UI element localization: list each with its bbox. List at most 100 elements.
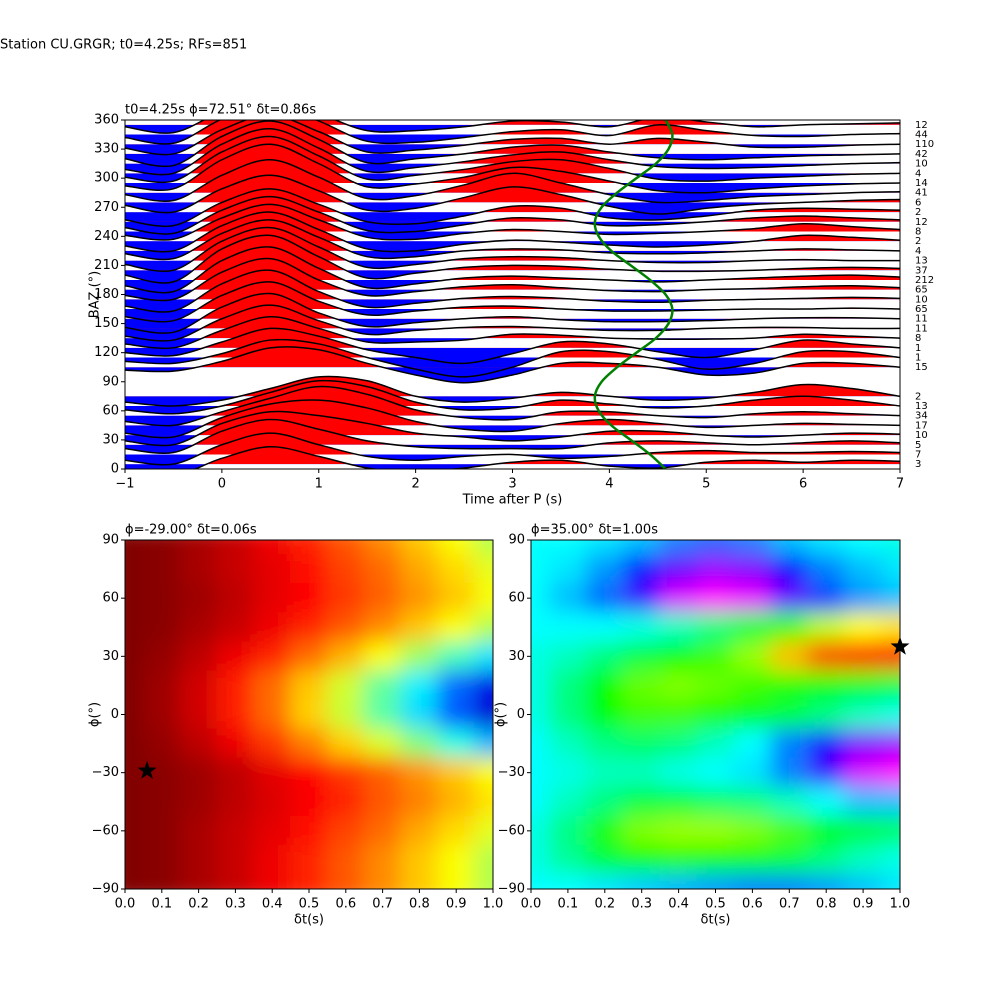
heatmap-cell (179, 873, 218, 889)
heatmap-cell (659, 540, 698, 556)
heatmap-cell (531, 757, 550, 788)
x-tick-label: 0.3 (631, 897, 652, 912)
heatmap-cell (179, 612, 218, 643)
heatmap-cell (216, 757, 255, 788)
heatmap-cell (585, 728, 624, 759)
trace-count: 12 (915, 120, 928, 131)
heatmap-cell (733, 873, 772, 889)
heatmap-cell (474, 540, 493, 556)
heatmap-cell (437, 612, 476, 643)
heatmap-cell (807, 641, 846, 672)
trace-count: 212 (915, 275, 934, 286)
heatmap-cell (881, 612, 900, 643)
heatmap-cell (474, 815, 493, 846)
heatmap-cell (585, 844, 624, 875)
heatmap-cell (881, 670, 900, 701)
heatmap-cell (531, 699, 550, 730)
heatmap-cell (807, 540, 846, 556)
heatmap-cell (142, 728, 181, 759)
trace-line (125, 120, 900, 145)
heatmap-cell (142, 612, 181, 643)
trace-line (125, 418, 900, 454)
heatmap-cell (696, 612, 735, 643)
x-tick-label: 0.4 (262, 897, 283, 912)
trace-line (125, 246, 900, 294)
heatmap-cell (125, 670, 144, 701)
y-tick-label: 360 (94, 113, 119, 128)
heatmap-cell (770, 554, 809, 585)
positive-fill (125, 246, 900, 280)
heatmap-clip (125, 540, 493, 889)
heatmap-cell (585, 583, 624, 614)
heatmap-cell (363, 757, 402, 788)
heatmap-cell (548, 612, 587, 643)
negative-fill (125, 212, 737, 227)
heatmap-cell (659, 641, 698, 672)
x-tick-label: 0.2 (188, 897, 209, 912)
heatmap-cell (548, 786, 587, 817)
suptitle: Station CU.GRGR; t0=4.25s; RFs=851 (0, 38, 247, 53)
heatmap-cell (179, 540, 218, 556)
trace-line (125, 143, 900, 194)
heatmap-cell (733, 641, 772, 672)
trace-count: 13 (915, 401, 928, 412)
heatmap-cell (807, 757, 846, 788)
x-tick-label: 0.9 (446, 897, 467, 912)
heatmap-cell (733, 757, 772, 788)
trace-count: 7 (915, 449, 921, 460)
trace-count: 1 (915, 353, 921, 364)
trace-count: 65 (915, 285, 928, 296)
heatmap-cell (696, 728, 735, 759)
heatmap-cell (622, 844, 661, 875)
heatmap-cell (733, 670, 772, 701)
heatmap-cell (696, 540, 735, 556)
trace-line (125, 316, 900, 350)
heatmap-cell (622, 786, 661, 817)
y-tick-label: 0 (111, 707, 119, 722)
heatmap-cell (400, 728, 439, 759)
positive-fill (125, 316, 900, 339)
trace-count: 17 (915, 420, 928, 431)
heatmap-cell (474, 554, 493, 585)
positive-fill (125, 219, 900, 251)
negative-fill (125, 192, 852, 203)
x-tick-label: 0.3 (225, 897, 246, 912)
heatmap-cell (531, 844, 550, 875)
heatmap-cell (696, 757, 735, 788)
trace-line (125, 432, 900, 466)
heatmap-cell (400, 641, 439, 672)
x-axis-label: Time after P (s) (462, 493, 563, 508)
heatmap-cell (400, 786, 439, 817)
heatmap-cell (253, 612, 292, 643)
heatmap-cell (142, 786, 181, 817)
heatmap-cell (142, 844, 181, 875)
positive-fill (125, 120, 900, 145)
heatmap-cell (216, 554, 255, 585)
heatmap-cell (253, 699, 292, 730)
heatmap-cell (844, 540, 883, 556)
heatmap-cell (437, 554, 476, 585)
trace-count: 13 (915, 256, 928, 267)
x-tick-label: 5 (702, 477, 710, 492)
heatmap-cell (179, 699, 218, 730)
axes-title: t0=4.25s ϕ=72.51° δt=0.86s (125, 103, 316, 118)
y-tick-label: 60 (102, 403, 119, 418)
heatmap-cell (326, 670, 365, 701)
heatmap-cell (326, 583, 365, 614)
heatmap-cell (290, 844, 328, 875)
heatmap-cell (253, 728, 292, 759)
heatmap-cell (531, 641, 550, 672)
heatmap-cell (622, 699, 661, 730)
heatmap-cell (548, 670, 587, 701)
heatmap-cell (125, 728, 144, 759)
heatmap-cell (363, 670, 402, 701)
trace-line (125, 234, 900, 284)
y-tick-label: 90 (102, 533, 119, 548)
heatmap-cell (585, 641, 624, 672)
negative-fill (125, 425, 900, 438)
heatmap-cell (770, 699, 809, 730)
heatmap-cell (125, 612, 144, 643)
trace-line (125, 120, 900, 168)
negative-fill (125, 347, 764, 364)
y-tick-label: −90 (92, 882, 119, 897)
